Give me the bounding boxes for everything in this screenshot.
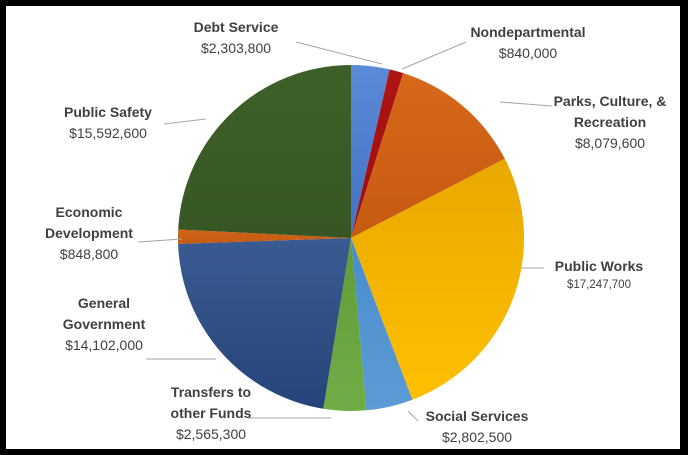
slice-value-label: $8,079,600 (575, 135, 645, 151)
data-label-nondepartmental: Nondepartmental $840,000 (470, 24, 585, 61)
pie-slice-nondepartmental (351, 69, 404, 238)
pie-slice-economic-development (178, 229, 351, 244)
slice-name-label: Development (45, 225, 133, 241)
slice-name-label: Public Safety (64, 104, 152, 120)
data-label-economic-development: Economic Development $848,800 (45, 204, 133, 262)
slice-name-label: Social Services (426, 408, 529, 424)
leaders-layer (137, 41, 553, 422)
slice-value-label: $840,000 (499, 45, 558, 61)
data-label-public-safety: Public Safety $15,592,600 (64, 104, 152, 141)
slice-name-label: Nondepartmental (470, 24, 585, 40)
slice-name-label: Transfers to (171, 384, 251, 400)
data-label-general-government: General Government $14,102,000 (63, 295, 146, 353)
slices-layer (178, 65, 524, 412)
slice-name-label: Public Works (555, 258, 644, 274)
leader-line-parks-culture-recreation (499, 101, 553, 107)
pie-slice-transfers-to-other-funds (323, 238, 367, 412)
chart-area: Debt Service $2,303,800 Nondepartmental $84… (6, 6, 680, 449)
slice-value-label: $848,800 (60, 246, 119, 262)
data-label-debt-service: Debt Service $2,303,800 (194, 19, 279, 56)
pie-slice-public-safety (178, 65, 351, 238)
labels-layer: Debt Service $2,303,800 Nondepartmental $84… (45, 19, 666, 445)
pie-slice-debt-service (351, 65, 390, 238)
data-label-social-services: Social Services $2,802,500 (426, 408, 529, 445)
leader-line-economic-development (137, 238, 183, 243)
leader-line-public-safety (163, 118, 207, 125)
slice-name-label: Government (63, 316, 146, 332)
slice-value-label: $2,303,800 (201, 40, 271, 56)
pie-slice-public-works (351, 158, 524, 400)
pie-slice-parks-culture-recreation (351, 73, 505, 238)
slice-value-label: $14,102,000 (65, 337, 143, 353)
data-label-transfers-to-other-funds: Transfers to other Funds $2,565,300 (171, 384, 252, 442)
slice-name-label: Recreation (574, 114, 646, 130)
slice-name-label: Parks, Culture, & (554, 93, 667, 109)
slice-value-label: $17,247,700 (567, 279, 631, 291)
slice-name-label: Debt Service (194, 19, 279, 35)
pie-chart: Debt Service $2,303,800 Nondepartmental $84… (45, 19, 666, 445)
slice-value-label: $15,592,600 (69, 125, 147, 141)
leader-line-social-services (407, 410, 419, 422)
leader-line-debt-service (295, 41, 383, 65)
slice-value-label: $2,802,500 (442, 429, 512, 445)
pie-slice-general-government (178, 238, 351, 409)
slice-value-label: $2,565,300 (176, 426, 246, 442)
pie-slice-social-services (351, 238, 413, 411)
slice-name-label: other Funds (171, 405, 252, 421)
leader-line-nondepartmental (401, 41, 467, 70)
slice-name-label: General (78, 295, 130, 311)
slice-name-label: Economic (56, 204, 123, 220)
data-label-parks-culture-recreation: Parks, Culture, & Recreation $8,079,600 (554, 93, 667, 151)
data-label-public-works: Public Works $17,247,700 (555, 258, 644, 291)
